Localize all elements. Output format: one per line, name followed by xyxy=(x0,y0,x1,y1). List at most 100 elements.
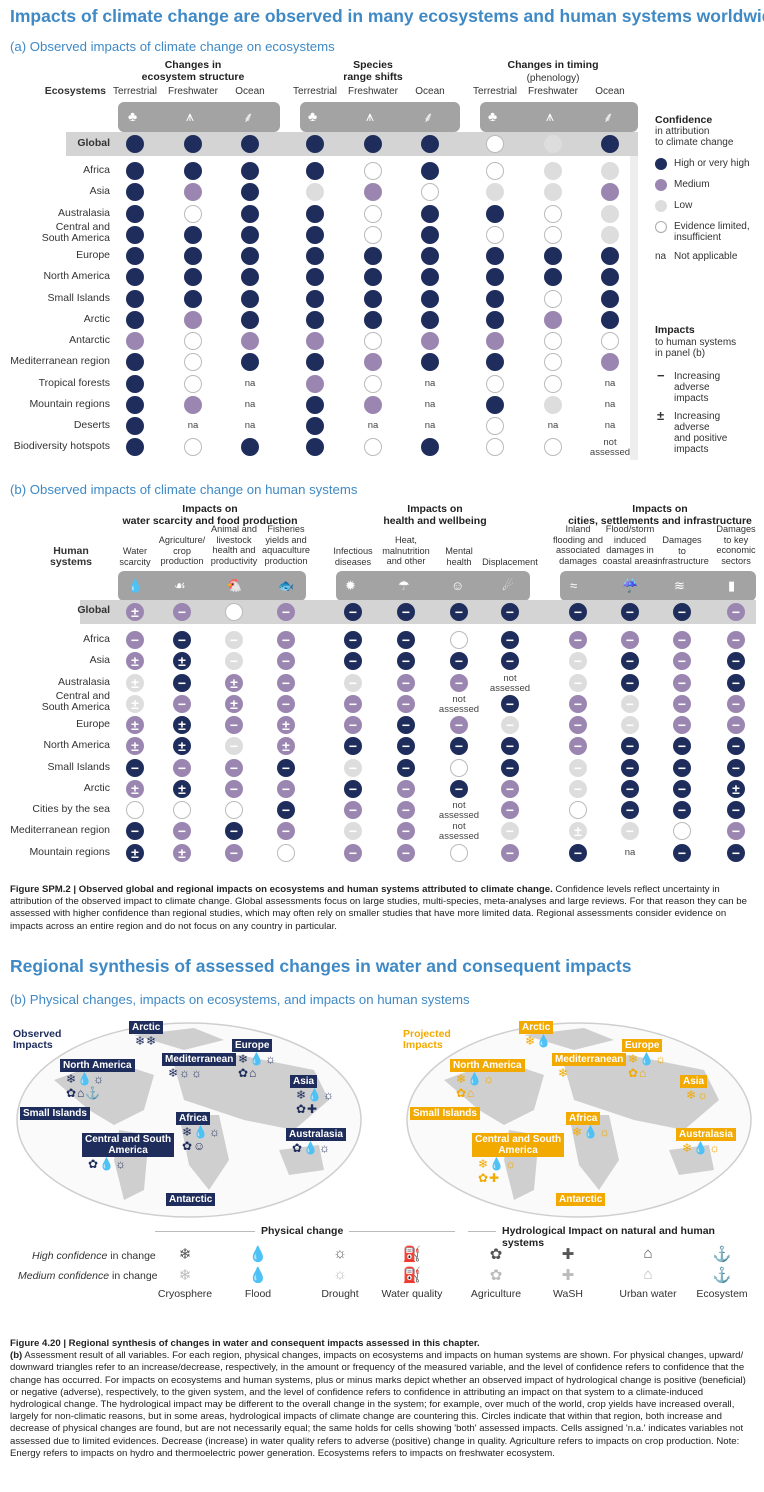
observed-region-europe-icons: ❄💧☼ ✿⌂ xyxy=(238,1052,277,1080)
section-a-title: (a) Observed impacts of climate change o… xyxy=(10,39,335,54)
panel-b-cell: − xyxy=(501,737,519,755)
panel-b-cell: − xyxy=(621,695,639,713)
panel-b-col-4: Infectious diseases xyxy=(333,546,373,567)
tree-icon: ♣ xyxy=(308,108,318,124)
legend-na-label: Not applicable xyxy=(674,251,738,262)
plus-icon: ✚ xyxy=(561,1246,575,1263)
panel-a-row-label: Mountain regions xyxy=(29,398,110,410)
panel-b-global-cell xyxy=(225,603,243,621)
reeds-icon: ⩚ xyxy=(546,108,554,124)
panel-a-col-8: Ocean xyxy=(595,86,625,97)
panel-a-cell xyxy=(126,162,144,180)
panel-a-col-3: Terrestrial xyxy=(293,86,337,97)
seaweed-icon: ⸙ xyxy=(243,109,254,125)
fish-icon: ⚓ xyxy=(712,1246,732,1263)
projected-region-mediterranean: Mediterranean xyxy=(552,1053,627,1066)
panel-b-cell: − xyxy=(621,716,639,734)
panel-b-cell: − xyxy=(397,674,415,692)
panel-a-cell xyxy=(126,438,144,456)
panel-a-cell xyxy=(184,353,202,371)
panel-a-row-label: Arctic xyxy=(83,313,110,325)
panel-a-global-cell xyxy=(601,135,619,153)
panel-b-cell: − xyxy=(344,844,362,862)
panel-a-row-label: Antarctic xyxy=(69,334,110,346)
panel-b-global-band xyxy=(80,600,756,624)
tap-icon: ⛽ xyxy=(402,1246,422,1263)
panel-a-cell xyxy=(306,438,324,456)
panel-a-cell xyxy=(126,375,144,393)
panel-a-cell xyxy=(486,226,504,244)
observed-region-central-and-south-america-icons: ✿💧☼ xyxy=(88,1157,127,1171)
panel-a-cell xyxy=(486,183,504,201)
panel-b-cell: − xyxy=(501,716,519,734)
droplet-icon: 💧 xyxy=(248,1246,268,1263)
panel-b-cell: − xyxy=(225,652,243,670)
panel-a-cell xyxy=(421,290,439,308)
panel-a-cell-na: na xyxy=(547,420,559,431)
panel-a-cell xyxy=(544,396,562,414)
panel-b-cell: − xyxy=(277,652,295,670)
panel-b-cell: − xyxy=(727,716,745,734)
panel-a-cell xyxy=(126,268,144,286)
legend-pm-symbol: ± xyxy=(657,408,665,423)
panel-b-cell: ± xyxy=(277,737,295,755)
panel-a-cell-na: na xyxy=(244,420,256,431)
tree-icon: ♣ xyxy=(128,108,138,124)
panel-a-cell xyxy=(306,332,324,350)
panel-a-group-1: Species range shifts xyxy=(343,59,403,83)
droplet-outline-icon: 💧 xyxy=(248,1267,268,1284)
panel-a-cell xyxy=(184,205,202,223)
panel-a-row-label: Asia xyxy=(89,185,110,197)
panel-b-cell: − xyxy=(397,652,415,670)
panel-b-row-label: Arctic xyxy=(83,782,110,794)
panel-b-cell: − xyxy=(225,844,243,862)
panel-a-cell xyxy=(241,332,259,350)
legend2-label-1: Flood xyxy=(244,1288,272,1300)
panel-a-cell xyxy=(486,311,504,329)
projected-region-africa-icons: ❄💧☼ xyxy=(572,1125,611,1139)
caption-spm2-text: Confidence levels reflect uncertainty in… xyxy=(10,884,747,932)
panel-b-group-2: Impacts on cities, settlements and infras… xyxy=(568,503,752,527)
panel-b-cell: ± xyxy=(173,716,191,734)
panel-b-global-cell: − xyxy=(501,603,519,621)
panel-a-cell xyxy=(544,311,562,329)
tap-outline-icon: ⛽ xyxy=(402,1267,422,1284)
legend2-label-7: Ecosystem xyxy=(696,1288,748,1300)
panel-b-cell: − xyxy=(621,822,639,840)
panel-a-global-band xyxy=(66,132,638,156)
legend-confidence-sub: in attribution to climate change xyxy=(655,126,734,148)
panel-a-cell xyxy=(544,332,562,350)
legend-confidence-title: Confidence xyxy=(655,114,713,126)
panel-b-cell xyxy=(225,801,243,819)
panel-b-cell: − xyxy=(673,652,691,670)
thermometer-icon: ☂ xyxy=(398,578,410,593)
panel-b-cell: − xyxy=(277,631,295,649)
panel-a-cell xyxy=(306,396,324,414)
section-b-title: (b) Observed impacts of climate change o… xyxy=(10,482,358,497)
projected-region-asia-icons: ❄☼ xyxy=(686,1088,710,1102)
panel-a-cell xyxy=(184,332,202,350)
projected-region-central-and-south-america: Central and South America xyxy=(472,1133,565,1157)
panel-a-cell xyxy=(486,268,504,286)
panel-b-cell: − xyxy=(173,695,191,713)
panel-a-cell xyxy=(544,268,562,286)
panel-b-cell: − xyxy=(450,716,468,734)
panel-b-cell: − xyxy=(569,844,587,862)
panel-b-global-cell: − xyxy=(277,603,295,621)
panel-a-cell xyxy=(421,353,439,371)
panel-a-group-sub: (phenology) xyxy=(526,73,580,84)
panel-b-global-cell: − xyxy=(727,603,745,621)
panel-a-cell xyxy=(241,311,259,329)
panel-a-cell xyxy=(486,162,504,180)
panel-b-cell: − xyxy=(450,780,468,798)
panel-b-cell xyxy=(673,822,691,840)
panel-b-not-assessed: not assessed xyxy=(438,694,480,715)
panel-b-cell: − xyxy=(727,759,745,777)
panel-a-col-2: Ocean xyxy=(235,86,265,97)
panel-b-cell: − xyxy=(621,801,639,819)
panel-a-cell xyxy=(364,162,382,180)
panel-b-icon-band-2 xyxy=(560,571,756,601)
panel-b-col-7: Displacement xyxy=(482,557,538,567)
panel-a-cell xyxy=(126,183,144,201)
panel-a-icon-band-1 xyxy=(300,102,460,132)
